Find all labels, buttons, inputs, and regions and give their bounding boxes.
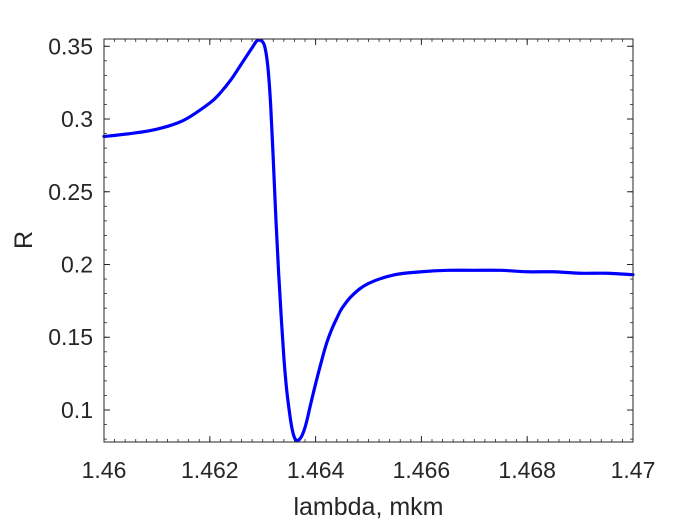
y-tick-label: 0.2 [61, 252, 93, 278]
y-tick-labels: 0.1 0.15 0.2 0.25 0.3 0.35 [48, 33, 93, 423]
x-tick-label: 1.462 [181, 457, 239, 483]
y-tick-label: 0.15 [48, 324, 93, 350]
y-tick-label: 0.35 [48, 33, 93, 59]
x-tick-label: 1.47 [611, 457, 656, 483]
x-tick-labels: 1.46 1.462 1.464 1.466 1.468 1.47 [82, 457, 656, 483]
y-tick-label: 0.3 [61, 106, 93, 132]
series-layer [102, 38, 635, 443]
x-tick-label: 1.464 [287, 457, 345, 483]
series-line [102, 38, 635, 443]
plot-background [104, 39, 633, 442]
plot-frame [103, 38, 634, 443]
x-axis-label: lambda, mkm [293, 493, 443, 521]
y-axis-label: R [10, 231, 38, 249]
y-tick-label: 0.1 [61, 397, 93, 423]
x-tick-label: 1.468 [498, 457, 556, 483]
x-tick-label: 1.46 [82, 457, 127, 483]
x-tick-label: 1.466 [393, 457, 451, 483]
y-tick-label: 0.25 [48, 179, 93, 205]
